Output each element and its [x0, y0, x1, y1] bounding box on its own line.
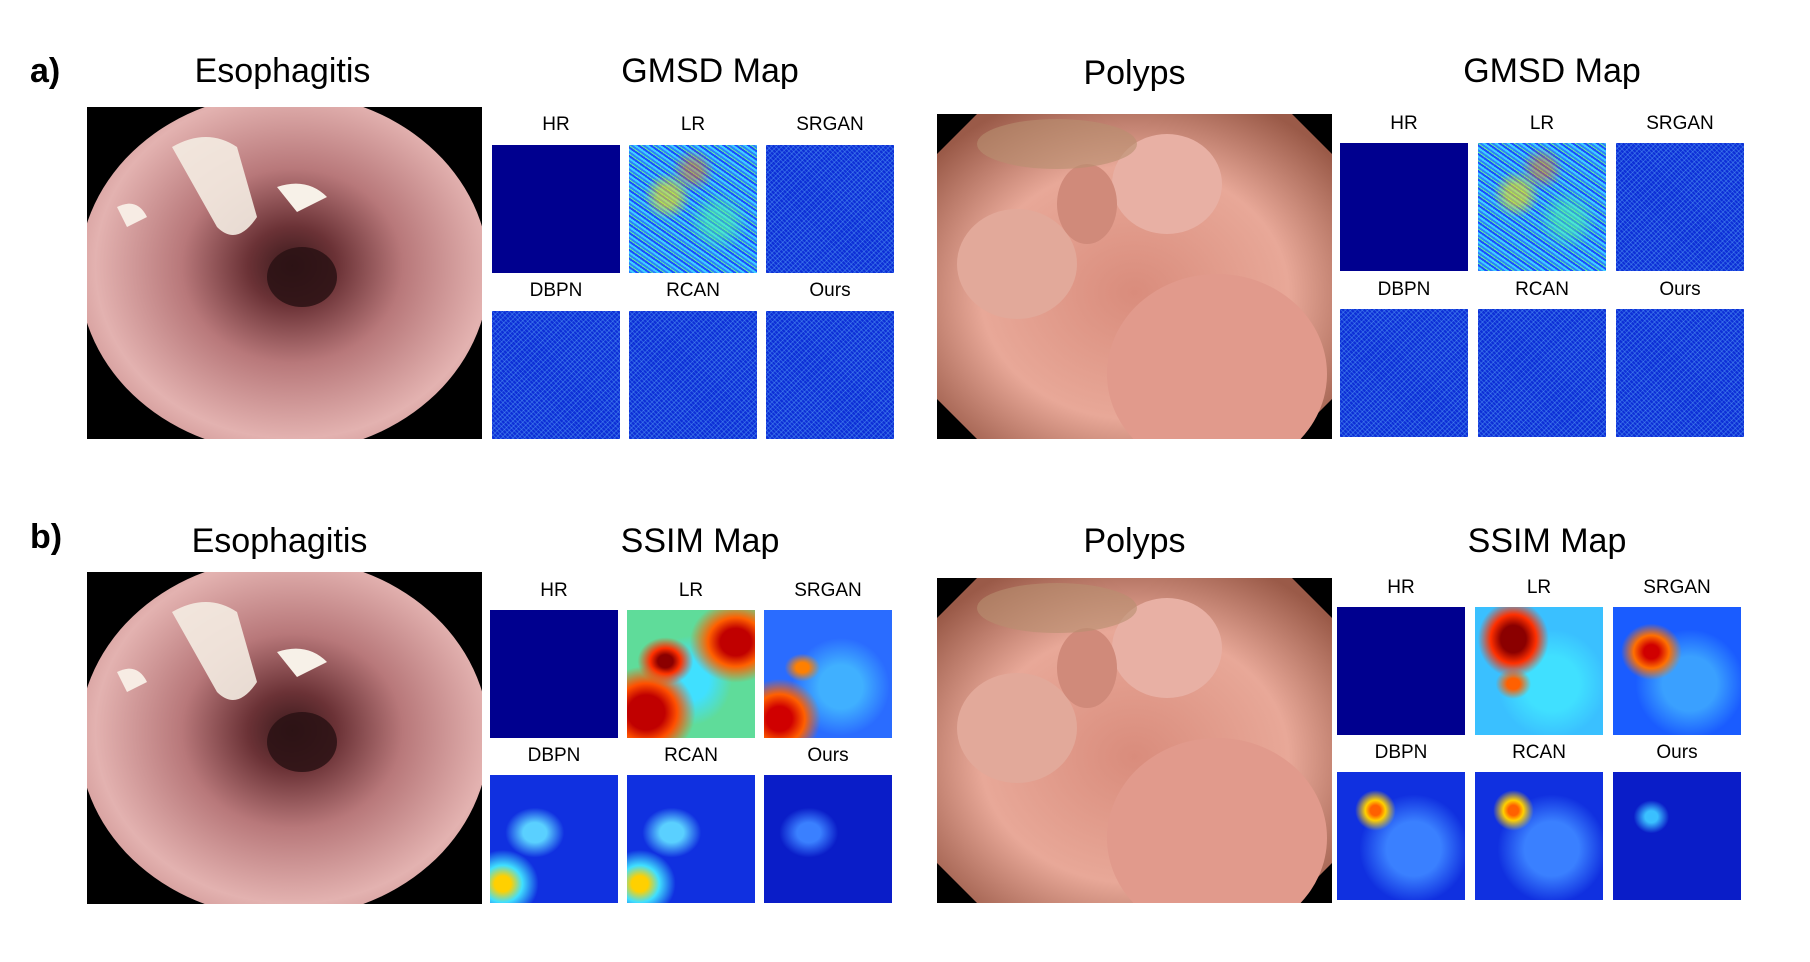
polyps-image-b — [937, 578, 1332, 903]
label-srgan-b1: SRGAN — [794, 580, 862, 601]
map-dbpn-a2 — [1340, 309, 1468, 437]
label-rcan-a2: RCAN — [1515, 279, 1569, 300]
row-label-b: b) — [30, 518, 63, 556]
label-srgan-a2: SRGAN — [1646, 113, 1714, 134]
label-hr-b2: HR — [1387, 577, 1415, 598]
esophagitis-title-a: Esophagitis — [194, 52, 371, 90]
map-hr-b1 — [490, 610, 618, 738]
map-ours-b1 — [764, 775, 892, 903]
label-dbpn-a1: DBPN — [529, 280, 583, 301]
map-rcan-b1 — [627, 775, 755, 903]
esophagitis-image-b — [87, 572, 482, 904]
map-srgan-a1 — [766, 145, 894, 273]
map-lr-b2 — [1475, 607, 1603, 735]
row-label-a: a) — [30, 52, 61, 90]
polyps-title-b: Polyps — [1083, 522, 1186, 560]
map-hr-a1 — [492, 145, 620, 273]
gmsd-map-title-a2: GMSD Map — [1463, 52, 1641, 90]
polyps-image-a — [937, 114, 1332, 439]
esophagitis-image-a — [87, 107, 482, 439]
map-srgan-a2 — [1616, 143, 1744, 271]
map-dbpn-b2 — [1337, 772, 1465, 900]
label-hr-b1: HR — [540, 580, 568, 601]
gmsd-map-title-a1: GMSD Map — [621, 52, 799, 90]
map-hr-a2 — [1340, 143, 1468, 271]
esophagitis-title-b: Esophagitis — [191, 522, 368, 560]
map-rcan-a2 — [1478, 309, 1606, 437]
map-rcan-b2 — [1475, 772, 1603, 900]
label-lr-b1: LR — [678, 580, 704, 601]
label-dbpn-b1: DBPN — [527, 745, 581, 766]
map-dbpn-b1 — [490, 775, 618, 903]
map-srgan-b1 — [764, 610, 892, 738]
label-ours-a1: Ours — [809, 280, 851, 301]
label-hr-a2: HR — [1390, 113, 1418, 134]
map-lr-a1 — [629, 145, 757, 273]
label-hr-a1: HR — [542, 114, 570, 135]
label-rcan-b1: RCAN — [664, 745, 718, 766]
label-ours-b2: Ours — [1656, 742, 1698, 763]
map-srgan-b2 — [1613, 607, 1741, 735]
map-ours-b2 — [1613, 772, 1741, 900]
map-lr-b1 — [627, 610, 755, 738]
ssim-map-title-b2: SSIM Map — [1467, 522, 1627, 560]
label-srgan-a1: SRGAN — [796, 114, 864, 135]
label-dbpn-b2: DBPN — [1374, 742, 1428, 763]
map-hr-b2 — [1337, 607, 1465, 735]
label-lr-b2: LR — [1526, 577, 1552, 598]
label-lr-a2: LR — [1529, 113, 1555, 134]
label-srgan-b2: SRGAN — [1643, 577, 1711, 598]
ssim-map-title-b1: SSIM Map — [620, 522, 780, 560]
label-ours-b1: Ours — [807, 745, 849, 766]
label-rcan-a1: RCAN — [666, 280, 720, 301]
map-lr-a2 — [1478, 143, 1606, 271]
map-dbpn-a1 — [492, 311, 620, 439]
polyps-title-a: Polyps — [1083, 54, 1186, 92]
label-rcan-b2: RCAN — [1512, 742, 1566, 763]
map-ours-a1 — [766, 311, 894, 439]
map-ours-a2 — [1616, 309, 1744, 437]
label-lr-a1: LR — [680, 114, 706, 135]
map-rcan-a1 — [629, 311, 757, 439]
label-dbpn-a2: DBPN — [1377, 279, 1431, 300]
label-ours-a2: Ours — [1659, 279, 1701, 300]
